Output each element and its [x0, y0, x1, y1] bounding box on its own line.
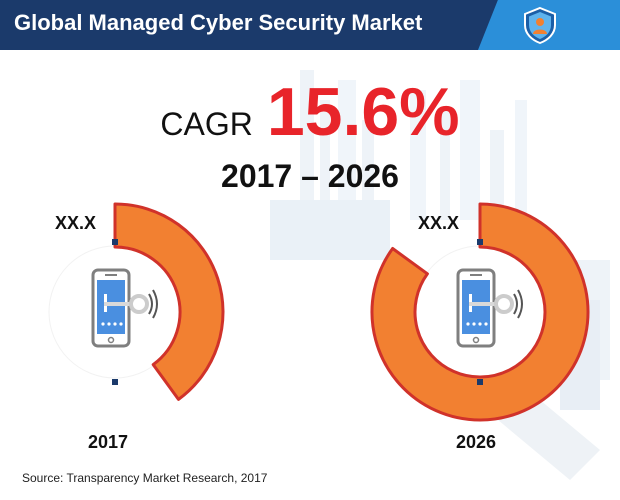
cagr-value: 15.6% [266, 74, 460, 150]
keypad-dot-4 [484, 322, 488, 326]
donut-segment-2026 [370, 202, 590, 422]
page-title: Global Managed Cyber Security Market [14, 10, 423, 35]
keypad-dot-1 [101, 322, 105, 326]
key-shaft [104, 302, 134, 306]
keypad-dot-2 [472, 322, 476, 326]
cagr-label: CAGR [160, 106, 253, 142]
phone-home-button [472, 336, 480, 344]
value-label-2026: XX.X [418, 213, 459, 233]
phone-screen [97, 280, 125, 334]
keypad-dot-3 [113, 322, 117, 326]
key-head [494, 294, 514, 314]
donut-2017: XX.X 2017 [48, 202, 225, 452]
keypad-dot-4 [119, 322, 123, 326]
ring-marker-bottom-2017 [112, 379, 118, 385]
source-note: Source: Transparency Market Research, 20… [22, 471, 268, 485]
ring-marker-top-2026 [477, 239, 483, 245]
key-head [129, 294, 149, 314]
phone-home-button [107, 336, 115, 344]
smartphone-lock-icon [91, 268, 158, 348]
donut-segment-2017 [113, 202, 225, 401]
key-shaft [469, 302, 499, 306]
category-label-2017: 2017 [88, 432, 128, 452]
category-label-2026: 2026 [456, 432, 496, 452]
signal-wave-inner [148, 293, 153, 315]
forecast-period: 2017 – 2026 [221, 158, 399, 194]
cagr-headline: CAGR 15.6% [0, 78, 620, 146]
keypad-dot-2 [107, 322, 111, 326]
signal-wave-outer [152, 289, 158, 319]
keypad-dot-1 [466, 322, 470, 326]
signal-wave-outer [517, 289, 523, 319]
ring-marker-top-2017 [112, 239, 118, 245]
signal-wave-inner [513, 293, 518, 315]
donut-2026: XX.X 2026 [370, 202, 590, 452]
phone-screen [462, 280, 490, 334]
phone-speaker [105, 274, 117, 276]
shield-user-icon [524, 6, 556, 45]
phone-speaker [470, 274, 482, 276]
value-label-2017: XX.X [55, 213, 96, 233]
header-bar: Global Managed Cyber Security Market [0, 0, 620, 50]
ring-marker-bottom-2026 [477, 379, 483, 385]
smartphone-lock-icon [456, 268, 523, 348]
keypad-dot-3 [478, 322, 482, 326]
